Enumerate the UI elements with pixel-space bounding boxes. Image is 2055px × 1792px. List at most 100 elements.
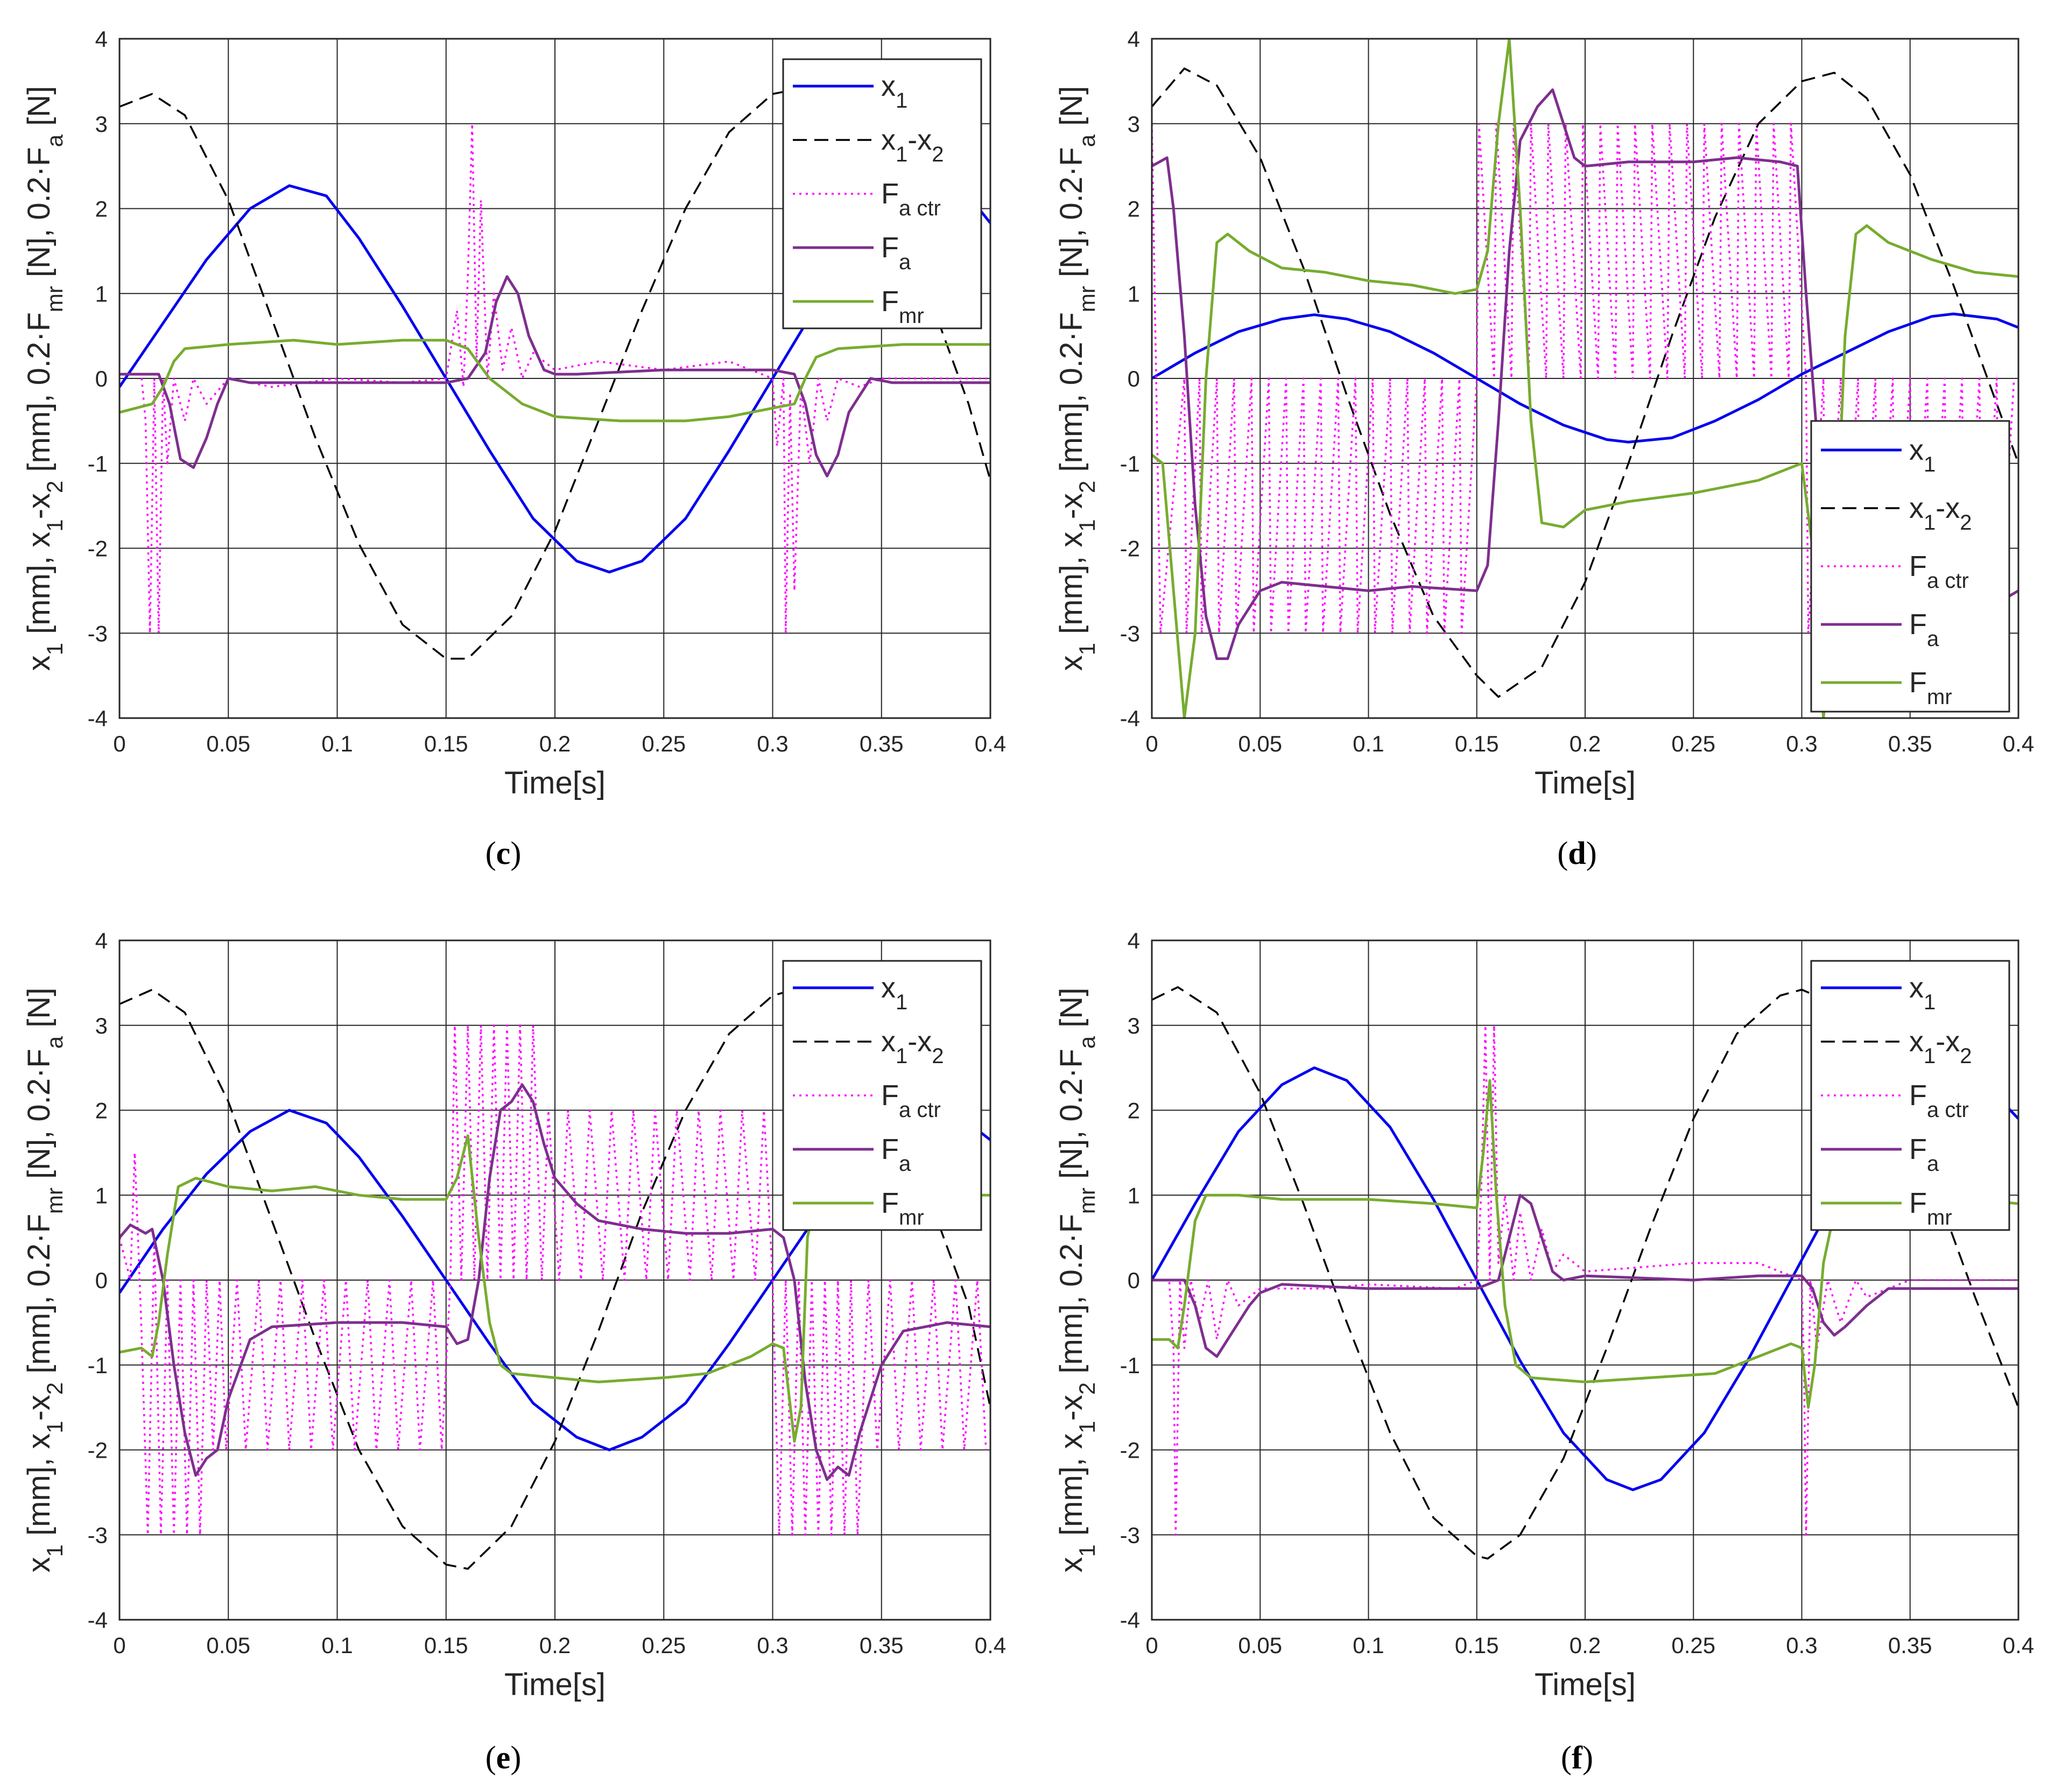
legend: x1 x1​-x2 Fa ctr Fa Fmr [782, 58, 982, 329]
legend-label: Fa [881, 1133, 911, 1176]
y-tick-label: 1 [1128, 1183, 1140, 1208]
legend-box [782, 58, 982, 329]
y-tick-label: -1 [88, 1353, 108, 1378]
x-tick-label: 0.4 [975, 731, 1006, 756]
y-tick-label: 4 [95, 928, 108, 953]
x-axis-label: Time[s] [504, 765, 606, 800]
x-tick-label: 0.25 [642, 731, 686, 756]
legend-label: Fmr [1909, 666, 1952, 709]
y-tick-label: -3 [88, 621, 108, 646]
x-tick-label: 0 [1145, 731, 1158, 756]
legend-label: Fa ctr [1909, 550, 1969, 593]
y-tick-label: 1 [1128, 281, 1140, 306]
legend-label: x1 [1909, 972, 1936, 1014]
series-line-x1 [1152, 312, 2018, 444]
series-line-fmr [1152, 39, 2018, 718]
y-tick-label: 4 [95, 26, 108, 52]
axes-box [118, 38, 991, 719]
x-tick-label: 0.1 [321, 1633, 353, 1658]
y-tick-label: 2 [1128, 196, 1140, 222]
y-tick-label: -2 [1120, 1438, 1140, 1463]
series-line-fa-ctr [119, 123, 990, 635]
x-tick-label: 0.2 [1570, 1633, 1601, 1658]
y-axis-label: x1​ [mm], x1​-x2​ [mm], 0.2·Fmr​ [N], 0.… [1054, 86, 1100, 671]
x-tick-label: 0.35 [860, 731, 904, 756]
y-tick-label: 3 [1128, 111, 1140, 137]
legend-box [1810, 420, 2010, 713]
x-axis-label: Time[s] [504, 1667, 606, 1702]
x-tick-label: 0.15 [1455, 1633, 1499, 1658]
series-line-fa [119, 1083, 990, 1481]
chart-panel-d: 0 0.05 0.1 0.15 0.2 0.25 0.3 0.35 0.4 -4 -3 -2 -1 0 1 2… [1054, 26, 2034, 871]
y-tick-label: 3 [1128, 1013, 1140, 1038]
series-line-fmr [1152, 1079, 2018, 1409]
x-tick-label: 0.05 [206, 731, 250, 756]
x-tick-label: 0.1 [321, 731, 353, 756]
y-axis-label: x1​ [mm], x1​-x2​ [mm], 0.2·Fmr​ [N], 0.… [22, 86, 67, 671]
panel-caption: (d) [1557, 835, 1596, 871]
x-tick-label: 0.05 [1238, 731, 1282, 756]
chart-panel-f: 0 0.05 0.1 0.15 0.2 0.25 0.3 0.35 0.4 -4 -3 -2 -1 0 1 2… [1054, 928, 2034, 1775]
legend: x1 x1​-x2 Fa ctr Fa Fmr [1810, 960, 2010, 1231]
chart-panel-e: 0 0.05 0.1 0.15 0.2 0.25 0.3 0.35 0.4 -4 -3 -2 -1 0 1 2… [22, 928, 1006, 1775]
legend-label: Fa [881, 231, 911, 274]
x-tick-label: 0.3 [757, 1633, 788, 1658]
legend-box [1810, 960, 2010, 1231]
y-tick-label: 2 [95, 196, 108, 222]
y-tick-label: -1 [1120, 1353, 1140, 1378]
x-tick-label: 0.3 [1786, 1633, 1817, 1658]
y-tick-label: -3 [1120, 1522, 1140, 1548]
axes-box [1151, 38, 2019, 719]
y-tick-label: 0 [1128, 1268, 1140, 1293]
x-tick-label: 0.1 [1353, 731, 1384, 756]
x-tick-label: 0.05 [206, 1633, 250, 1658]
legend-label: Fmr [881, 1187, 924, 1229]
y-tick-label: -4 [1120, 706, 1140, 731]
panel-caption: (c) [485, 835, 522, 871]
legend-box [782, 960, 982, 1231]
series-line-fa [119, 275, 990, 477]
y-tick-label: 1 [95, 1183, 108, 1208]
x-tick-label: 0.25 [1671, 1633, 1715, 1658]
y-tick-label: -2 [88, 1438, 108, 1463]
x-tick-label: 0.15 [1455, 731, 1499, 756]
x-axis-label: Time[s] [1535, 765, 1636, 800]
x-tick-label: 0.1 [1353, 1633, 1384, 1658]
y-tick-label: -3 [88, 1522, 108, 1548]
panel-caption: (e) [485, 1740, 522, 1775]
legend-label: x1 [1909, 434, 1936, 476]
x-tick-label: 0.15 [424, 1633, 468, 1658]
series-line-fa-ctr [1152, 1024, 2018, 1536]
x-tick-label: 0.2 [539, 731, 571, 756]
x-tick-label: 0.4 [2003, 1633, 2034, 1658]
x-axis-label: Time[s] [1535, 1667, 1636, 1702]
legend-label: x1 [881, 972, 907, 1014]
legend-label: x1​-x2 [881, 1025, 944, 1068]
y-tick-label: 0 [95, 366, 108, 391]
y-tick-label: -1 [1120, 451, 1140, 476]
axes-box [1151, 939, 2019, 1621]
y-tick-label: 0 [1128, 366, 1140, 391]
y-axis-label: x1​ [mm], x1​-x2​ [mm], 0.2·Fmr​ [N], 0.… [22, 988, 67, 1573]
x-tick-label: 0 [113, 1633, 125, 1658]
x-tick-label: 0.4 [2003, 731, 2034, 756]
x-tick-label: 0.05 [1238, 1633, 1282, 1658]
y-tick-label: -1 [88, 451, 108, 476]
x-tick-label: 0.15 [424, 731, 468, 756]
y-tick-label: 4 [1128, 26, 1140, 52]
legend: x1 x1​-x2 Fa ctr Fa Fmr [1810, 420, 2010, 713]
y-tick-label: -4 [88, 706, 108, 731]
y-tick-label: 0 [95, 1268, 108, 1293]
x-tick-label: 0.35 [1888, 1633, 1932, 1658]
legend-label: Fa [1909, 608, 1939, 651]
legend-label: Fa [1909, 1133, 1939, 1176]
y-tick-label: 1 [95, 281, 108, 306]
legend-label: Fa ctr [1909, 1079, 1969, 1122]
y-tick-label: -4 [88, 1607, 108, 1633]
y-tick-label: 4 [1128, 928, 1140, 953]
series-line-x1-x2 [1152, 67, 2018, 698]
x-tick-label: 0 [1145, 1633, 1158, 1658]
axes-box [118, 939, 991, 1621]
y-tick-label: -3 [1120, 621, 1140, 646]
chart-panel-c: 0 0.05 0.1 0.15 0.2 0.25 0.3 0.35 0.4 -4 -3 -2 -1 0 1 2… [22, 26, 1006, 871]
